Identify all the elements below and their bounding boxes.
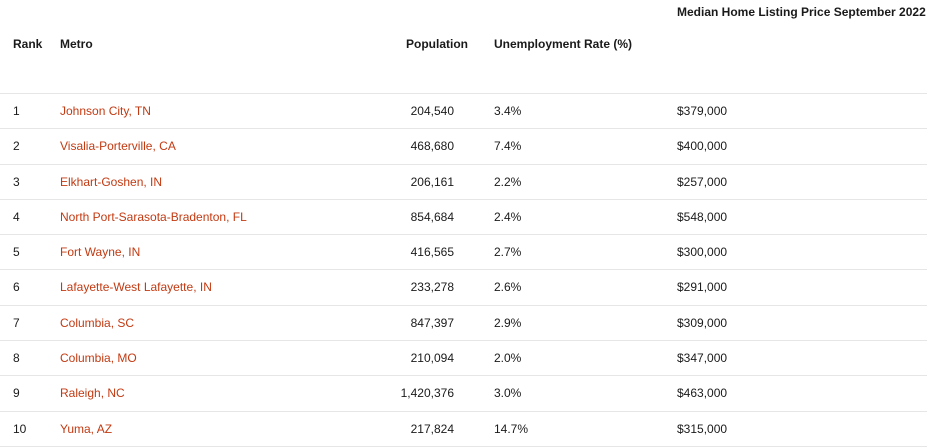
cell-population: 204,540	[410, 104, 454, 118]
cell-unemployment-rate: 2.9%	[494, 315, 522, 330]
cell-median-listing-price: $463,000	[677, 386, 728, 401]
metro-link[interactable]: Fort Wayne, IN	[60, 245, 141, 260]
metro-link[interactable]: Lafayette-West Lafayette, IN	[60, 280, 212, 295]
cell-population: 233,278	[410, 280, 454, 295]
header-rank: Rank	[13, 37, 43, 51]
table-row: 8 Columbia, MO 210,094 2.0% $347,000	[0, 341, 927, 377]
cell-unemployment-rate: 7.4%	[494, 139, 522, 154]
metro-link[interactable]: Visalia-Porterville, CA	[60, 139, 176, 154]
cell-median-listing-price: $400,000	[677, 139, 728, 154]
cell-rank: 5	[13, 245, 20, 260]
cell-population: 854,684	[410, 209, 454, 224]
cell-rank: 6	[13, 280, 20, 295]
table-body: 1 Johnson City, TN 204,540 3.4% $379,000 2 Vis…	[0, 94, 927, 447]
cell-rank: 2	[13, 139, 20, 154]
header-metro: Metro	[60, 37, 93, 51]
header-population: Population	[406, 37, 468, 51]
metro-link[interactable]: Raleigh, NC	[60, 386, 125, 401]
cell-rank: 10	[13, 421, 27, 436]
cell-unemployment-rate: 2.0%	[494, 351, 522, 366]
cell-unemployment-rate: 2.2%	[494, 174, 522, 189]
table-row: 9 Raleigh, NC 1,420,376 3.0% $463,000	[0, 376, 927, 412]
cell-population: 217,824	[410, 421, 454, 436]
table-row: 4 North Port-Sarasota-Bradenton, FL 854,68…	[0, 200, 927, 236]
cell-rank: 3	[13, 174, 20, 189]
table-row: 7 Columbia, SC 847,397 2.9% $309,000	[0, 306, 927, 342]
cell-population: 210,094	[410, 351, 454, 366]
cell-population: 468,680	[410, 139, 454, 154]
cell-median-listing-price: $347,000	[677, 351, 728, 366]
metro-link[interactable]: Johnson City, TN	[60, 104, 151, 118]
cell-population: 1,420,376	[400, 386, 454, 401]
table-row: 6 Lafayette-West Lafayette, IN 233,278 2.6%…	[0, 270, 927, 306]
cell-median-listing-price: $309,000	[677, 315, 728, 330]
cell-median-listing-price: $257,000	[677, 174, 728, 189]
cell-rank: 7	[13, 315, 20, 330]
cell-unemployment-rate: 2.7%	[494, 245, 522, 260]
cell-unemployment-rate: 2.6%	[494, 280, 522, 295]
cell-median-listing-price: $315,000	[677, 421, 728, 436]
table-row: 1 Johnson City, TN 204,540 3.4% $379,000	[0, 94, 927, 130]
cell-median-listing-price: $291,000	[677, 280, 728, 295]
metro-link[interactable]: Elkhart-Goshen, IN	[60, 174, 163, 189]
cell-median-listing-price: $548,000	[677, 209, 728, 224]
metro-link[interactable]: Columbia, MO	[60, 351, 137, 366]
cell-rank: 1	[13, 104, 20, 118]
table-row: 5 Fort Wayne, IN 416,565 2.7% $300,000	[0, 235, 927, 271]
table-row: 3 Elkhart-Goshen, IN 206,161 2.2% $257,000	[0, 165, 927, 200]
header-unemployment-rate: Unemployment Rate (%)	[494, 37, 633, 51]
cell-rank: 4	[13, 209, 20, 224]
metro-link[interactable]: Yuma, AZ	[60, 421, 113, 436]
cell-unemployment-rate: 3.4%	[494, 104, 522, 118]
cell-population: 416,565	[410, 245, 454, 260]
table-row: 10 Yuma, AZ 217,824 14.7% $315,000	[0, 412, 927, 447]
cell-population: 847,397	[410, 315, 454, 330]
cell-median-listing-price: $300,000	[677, 245, 728, 260]
metro-link[interactable]: North Port-Sarasota-Bradenton, FL	[60, 209, 247, 224]
table-header: Rank Metro Population Unemployment Rate …	[0, 0, 927, 94]
cell-unemployment-rate: 2.4%	[494, 209, 522, 224]
metro-link[interactable]: Columbia, SC	[60, 315, 135, 330]
table-row: 2 Visalia-Porterville, CA 468,680 7.4% $400,…	[0, 129, 927, 165]
cell-unemployment-rate: 14.7%	[494, 421, 529, 436]
cell-median-listing-price: $379,000	[677, 104, 728, 118]
cell-rank: 9	[13, 386, 20, 401]
header-median-listing-price: Median Home Listing Price September 2022	[677, 5, 926, 19]
cell-rank: 8	[13, 351, 20, 366]
cell-population: 206,161	[410, 174, 454, 189]
cell-unemployment-rate: 3.0%	[494, 386, 522, 401]
